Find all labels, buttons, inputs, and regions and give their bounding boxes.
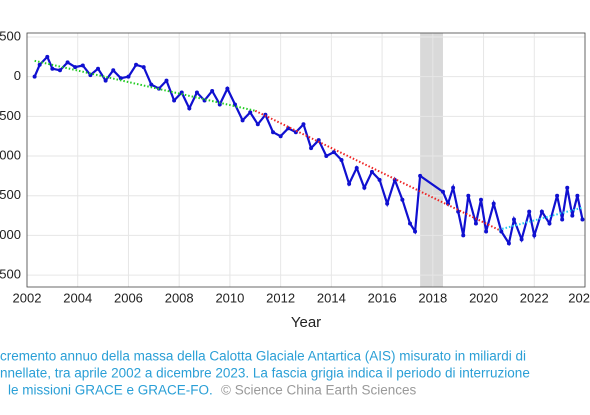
data-point: [339, 158, 344, 162]
x-tick-label: 2002: [13, 290, 42, 305]
data-point: [499, 229, 504, 234]
x-tick-label: 2018: [418, 290, 447, 305]
axes-box: [26, 32, 586, 288]
x-tick-label: 2006: [114, 290, 143, 305]
y-tick-label: 000: [0, 227, 21, 242]
data-point: [547, 221, 552, 226]
data-point: [194, 90, 199, 95]
caption-line: le missioni GRACE e GRACE-FO.: [8, 383, 213, 398]
plot-area: [27, 33, 585, 287]
data-point: [96, 66, 101, 71]
data-point: [210, 88, 215, 93]
data-point: [271, 130, 276, 135]
data-point: [451, 185, 456, 190]
data-point: [560, 217, 565, 222]
x-tick-label: 2004: [63, 290, 92, 305]
data-point: [347, 181, 352, 186]
trend-line: [34, 59, 256, 112]
data-point: [73, 65, 78, 70]
caption-line: nnellate, tra aprile 2002 a dicembre 202…: [0, 366, 530, 381]
data-point: [519, 237, 524, 242]
data-point: [385, 201, 390, 206]
data-point: [377, 177, 382, 182]
y-tick-label: 500: [0, 187, 21, 202]
y-tick-label: 500: [0, 267, 21, 282]
data-point: [164, 78, 169, 83]
x-tick-label: 2016: [368, 290, 397, 305]
data-point: [134, 62, 139, 67]
data-point: [479, 197, 484, 202]
data-point: [413, 229, 418, 234]
data-point: [418, 173, 423, 178]
data-point: [80, 63, 85, 68]
data-point: [45, 54, 50, 59]
x-axis-label: Year: [291, 314, 321, 331]
data-point: [65, 60, 70, 65]
data-point: [570, 213, 575, 218]
y-tick-label: 500: [0, 108, 21, 123]
data-point: [400, 197, 405, 202]
data-point: [446, 201, 451, 206]
data-point: [103, 78, 108, 83]
data-point: [440, 189, 445, 194]
data-point: [248, 110, 253, 115]
data-point: [369, 169, 374, 174]
x-tick-label: 2014: [317, 290, 346, 305]
data-point: [555, 193, 560, 198]
y-tick-label: 500: [0, 28, 21, 43]
data-point: [511, 217, 516, 222]
data-point: [32, 74, 37, 79]
data-point: [506, 241, 511, 246]
x-tick-label: 202: [568, 290, 590, 305]
data-point: [50, 66, 55, 71]
data-point: [461, 233, 466, 238]
x-tick-label: 2010: [215, 290, 244, 305]
x-tick-label: 2022: [520, 290, 549, 305]
caption-line: cremento annuo della massa della Calotta…: [0, 349, 526, 364]
data-point: [240, 118, 245, 123]
data-point: [331, 150, 336, 155]
data-point: [126, 74, 131, 79]
data-point: [255, 122, 260, 127]
data-point: [575, 193, 580, 198]
data-point: [225, 86, 230, 91]
data-point: [354, 165, 359, 170]
caption-credit: © Science China Earth Sciences: [221, 383, 417, 398]
data-point: [565, 185, 570, 190]
data-point: [57, 68, 62, 73]
data-point: [539, 209, 544, 214]
data-point: [362, 185, 367, 190]
data-point: [466, 193, 471, 198]
data-point: [527, 209, 532, 214]
data-point: [187, 106, 192, 111]
data-point: [37, 62, 42, 67]
data-point: [111, 68, 116, 73]
data-point: [309, 146, 314, 151]
data-point: [301, 122, 306, 127]
data-point: [580, 217, 585, 222]
data-point: [407, 221, 412, 226]
x-tick-label: 2008: [165, 290, 194, 305]
data-point: [484, 229, 489, 234]
data-point: [473, 221, 478, 226]
x-tick-label: 2012: [266, 290, 295, 305]
data-point: [456, 209, 461, 214]
data-point: [532, 233, 537, 238]
trend-line: [498, 206, 583, 231]
data-point: [118, 76, 123, 81]
shaded-region: [420, 33, 443, 287]
y-tick-label: 0: [14, 68, 21, 83]
x-tick-label: 2020: [469, 290, 498, 305]
data-point: [278, 134, 283, 139]
data-point: [141, 65, 146, 70]
y-tick-label: 000: [0, 147, 21, 162]
data-point: [149, 82, 154, 87]
data-point: [491, 201, 496, 206]
data-point: [324, 154, 329, 159]
data-point: [172, 98, 177, 103]
